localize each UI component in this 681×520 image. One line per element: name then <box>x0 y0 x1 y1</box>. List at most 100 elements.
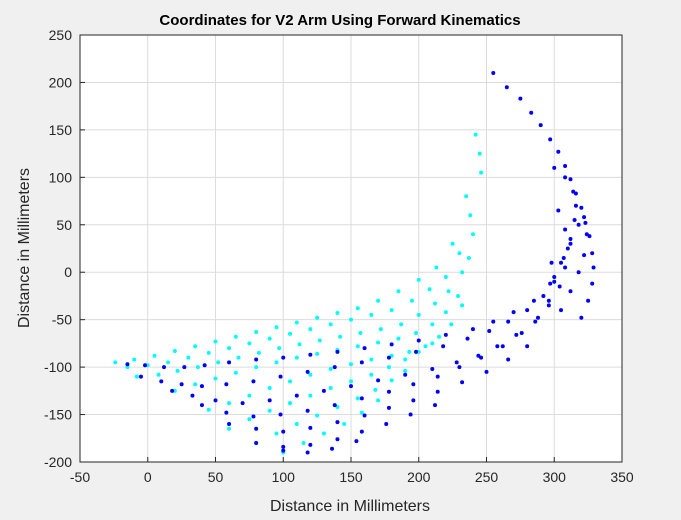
cyan-data-point <box>460 303 465 308</box>
blue-data-point <box>491 70 496 75</box>
blue-data-point <box>227 422 232 427</box>
x-tick-label: 0 <box>144 469 152 485</box>
y-tick-label: -50 <box>52 312 72 328</box>
blue-data-point <box>552 279 557 284</box>
blue-data-point <box>305 408 310 413</box>
cyan-data-point <box>213 376 218 381</box>
blue-data-point <box>384 422 389 427</box>
blue-data-point <box>170 388 175 393</box>
x-tick-label: 250 <box>475 469 499 485</box>
blue-data-point <box>538 123 543 128</box>
blue-data-point <box>563 227 568 232</box>
blue-data-point <box>506 357 511 362</box>
blue-data-point <box>281 444 286 449</box>
cyan-data-point <box>464 194 469 199</box>
cyan-data-point <box>389 378 394 383</box>
blue-data-point <box>386 405 391 410</box>
blue-data-point <box>583 220 588 225</box>
cyan-data-point <box>369 312 374 317</box>
cyan-data-point <box>457 251 462 256</box>
cyan-data-point <box>233 370 238 375</box>
cyan-data-point <box>403 368 408 373</box>
cyan-data-point <box>433 301 438 306</box>
blue-data-point <box>335 349 340 354</box>
cyan-data-point <box>254 330 259 335</box>
cyan-data-point <box>113 360 118 365</box>
y-tick-label: 150 <box>49 122 73 138</box>
blue-data-point <box>563 175 568 180</box>
cyan-data-point <box>277 346 282 351</box>
cyan-data-point <box>206 407 211 412</box>
blue-data-point <box>190 393 195 398</box>
blue-data-point <box>549 260 554 265</box>
blue-data-point <box>582 253 587 258</box>
cyan-data-point <box>335 311 340 316</box>
blue-data-point <box>533 319 538 324</box>
cyan-data-point <box>456 293 461 298</box>
cyan-data-point <box>373 387 378 392</box>
blue-data-point <box>563 265 568 270</box>
blue-data-point <box>470 327 475 332</box>
cyan-data-point <box>317 338 322 343</box>
cyan-data-point <box>294 320 299 325</box>
cyan-data-point <box>446 289 451 294</box>
blue-data-point <box>582 215 587 220</box>
cyan-data-point <box>247 393 252 398</box>
blue-data-point <box>568 177 573 182</box>
cyan-data-point <box>156 372 161 377</box>
cyan-data-point <box>409 298 414 303</box>
blue-data-point <box>335 420 340 425</box>
cyan-data-point <box>288 401 293 406</box>
blue-data-point <box>411 382 416 387</box>
cyan-data-point <box>301 441 306 446</box>
blue-data-point <box>568 237 573 242</box>
cyan-data-point <box>227 401 232 406</box>
blue-data-point <box>281 355 286 360</box>
blue-data-point <box>305 369 310 374</box>
blue-data-point <box>568 289 573 294</box>
cyan-data-point <box>430 341 435 346</box>
cyan-data-point <box>274 360 279 365</box>
cyan-data-point <box>195 365 200 370</box>
blue-data-point <box>335 437 340 442</box>
cyan-data-point <box>396 289 401 294</box>
y-tick-label: 50 <box>56 217 72 233</box>
cyan-data-point <box>236 355 241 360</box>
blue-data-point <box>138 374 143 379</box>
blue-data-point <box>563 163 568 168</box>
cyan-data-point <box>473 132 478 137</box>
blue-data-point <box>548 281 553 286</box>
blue-data-point <box>584 232 589 237</box>
blue-data-point <box>529 110 534 115</box>
cyan-data-point <box>376 340 381 345</box>
blue-data-point <box>590 251 595 256</box>
cyan-data-point <box>342 422 347 427</box>
blue-data-point <box>531 298 536 303</box>
blue-data-point <box>267 398 272 403</box>
y-tick-label: -150 <box>44 407 72 423</box>
blue-data-point <box>460 380 465 385</box>
cyan-data-point <box>267 385 272 390</box>
cyan-data-point <box>274 325 279 330</box>
blue-data-point <box>504 85 509 90</box>
cyan-data-point <box>355 306 360 311</box>
blue-data-point <box>281 429 286 434</box>
cyan-data-point <box>376 298 381 303</box>
cyan-data-point <box>416 277 421 282</box>
cyan-data-point <box>423 344 428 349</box>
cyan-data-point <box>186 355 191 360</box>
blue-data-point <box>254 426 259 431</box>
cyan-data-point <box>378 327 383 332</box>
cyan-data-point <box>358 330 363 335</box>
blue-data-point <box>162 365 167 370</box>
y-tick-label: -100 <box>44 359 72 375</box>
cyan-data-point <box>376 398 381 403</box>
chart-title: Coordinates for V2 Arm Using Forward Kin… <box>159 12 520 29</box>
blue-data-point <box>354 439 359 444</box>
blue-data-point <box>330 446 335 451</box>
cyan-data-point <box>132 357 137 362</box>
cyan-data-point <box>175 368 180 373</box>
cyan-data-point <box>166 360 171 365</box>
blue-data-point <box>514 332 519 337</box>
blue-data-point <box>433 403 438 408</box>
